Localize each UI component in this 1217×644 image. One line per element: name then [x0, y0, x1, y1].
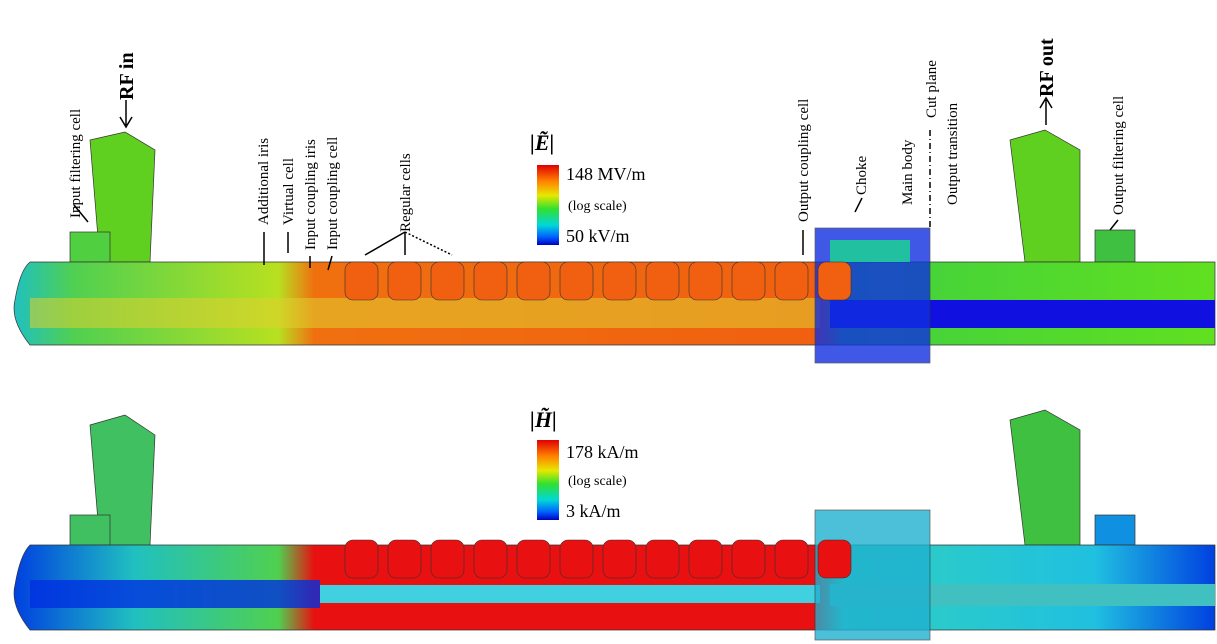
- cell: [345, 262, 378, 300]
- label: Input coupling iris: [303, 139, 319, 250]
- label: Virtual cell: [281, 158, 297, 225]
- legend-max: 178 kA/m: [566, 442, 639, 462]
- label: RF in: [116, 52, 138, 100]
- cell: [517, 262, 550, 300]
- cell: [818, 262, 851, 300]
- cell: [388, 262, 421, 300]
- cell: [388, 540, 421, 578]
- cell: [474, 262, 507, 300]
- cell: [560, 262, 593, 300]
- cell: [646, 262, 679, 300]
- label: Output filtering cell: [1111, 96, 1127, 215]
- cell: [689, 262, 722, 300]
- cell: [732, 540, 765, 578]
- label: Input coupling cell: [325, 137, 341, 250]
- cell: [560, 540, 593, 578]
- legend-title: |H̃|: [530, 407, 557, 432]
- legend-note: (log scale): [568, 474, 627, 489]
- cell: [474, 540, 507, 578]
- cell: [603, 540, 636, 578]
- legend-note: (log scale): [568, 199, 627, 214]
- legend-max: 148 MV/m: [566, 164, 646, 184]
- label: Output transition: [945, 102, 961, 205]
- color-bar: [537, 440, 559, 520]
- label: RF out: [1036, 38, 1058, 97]
- label: Choke: [854, 155, 870, 195]
- label: Output coupling cell: [796, 99, 812, 222]
- cell: [431, 262, 464, 300]
- cell: [345, 540, 378, 578]
- label: Input filtering cell: [68, 109, 84, 218]
- cell: [775, 262, 808, 300]
- cell: [732, 262, 765, 300]
- legend-title: |Ẽ|: [530, 130, 554, 155]
- color-bar: [537, 165, 559, 245]
- label: Cut plane: [924, 60, 940, 118]
- cell: [818, 540, 851, 578]
- cell: [517, 540, 550, 578]
- figure: Input filtering cell RF in Additional ir…: [0, 0, 1217, 644]
- cell: [431, 540, 464, 578]
- label: Additional iris: [256, 138, 272, 225]
- cell: [646, 540, 679, 578]
- legend-min: 50 kV/m: [566, 226, 630, 246]
- label: Main body: [900, 139, 916, 205]
- legend-min: 3 kA/m: [566, 501, 621, 521]
- cell: [689, 540, 722, 578]
- label: Regular cells: [398, 153, 414, 232]
- cell: [775, 540, 808, 578]
- cell: [603, 262, 636, 300]
